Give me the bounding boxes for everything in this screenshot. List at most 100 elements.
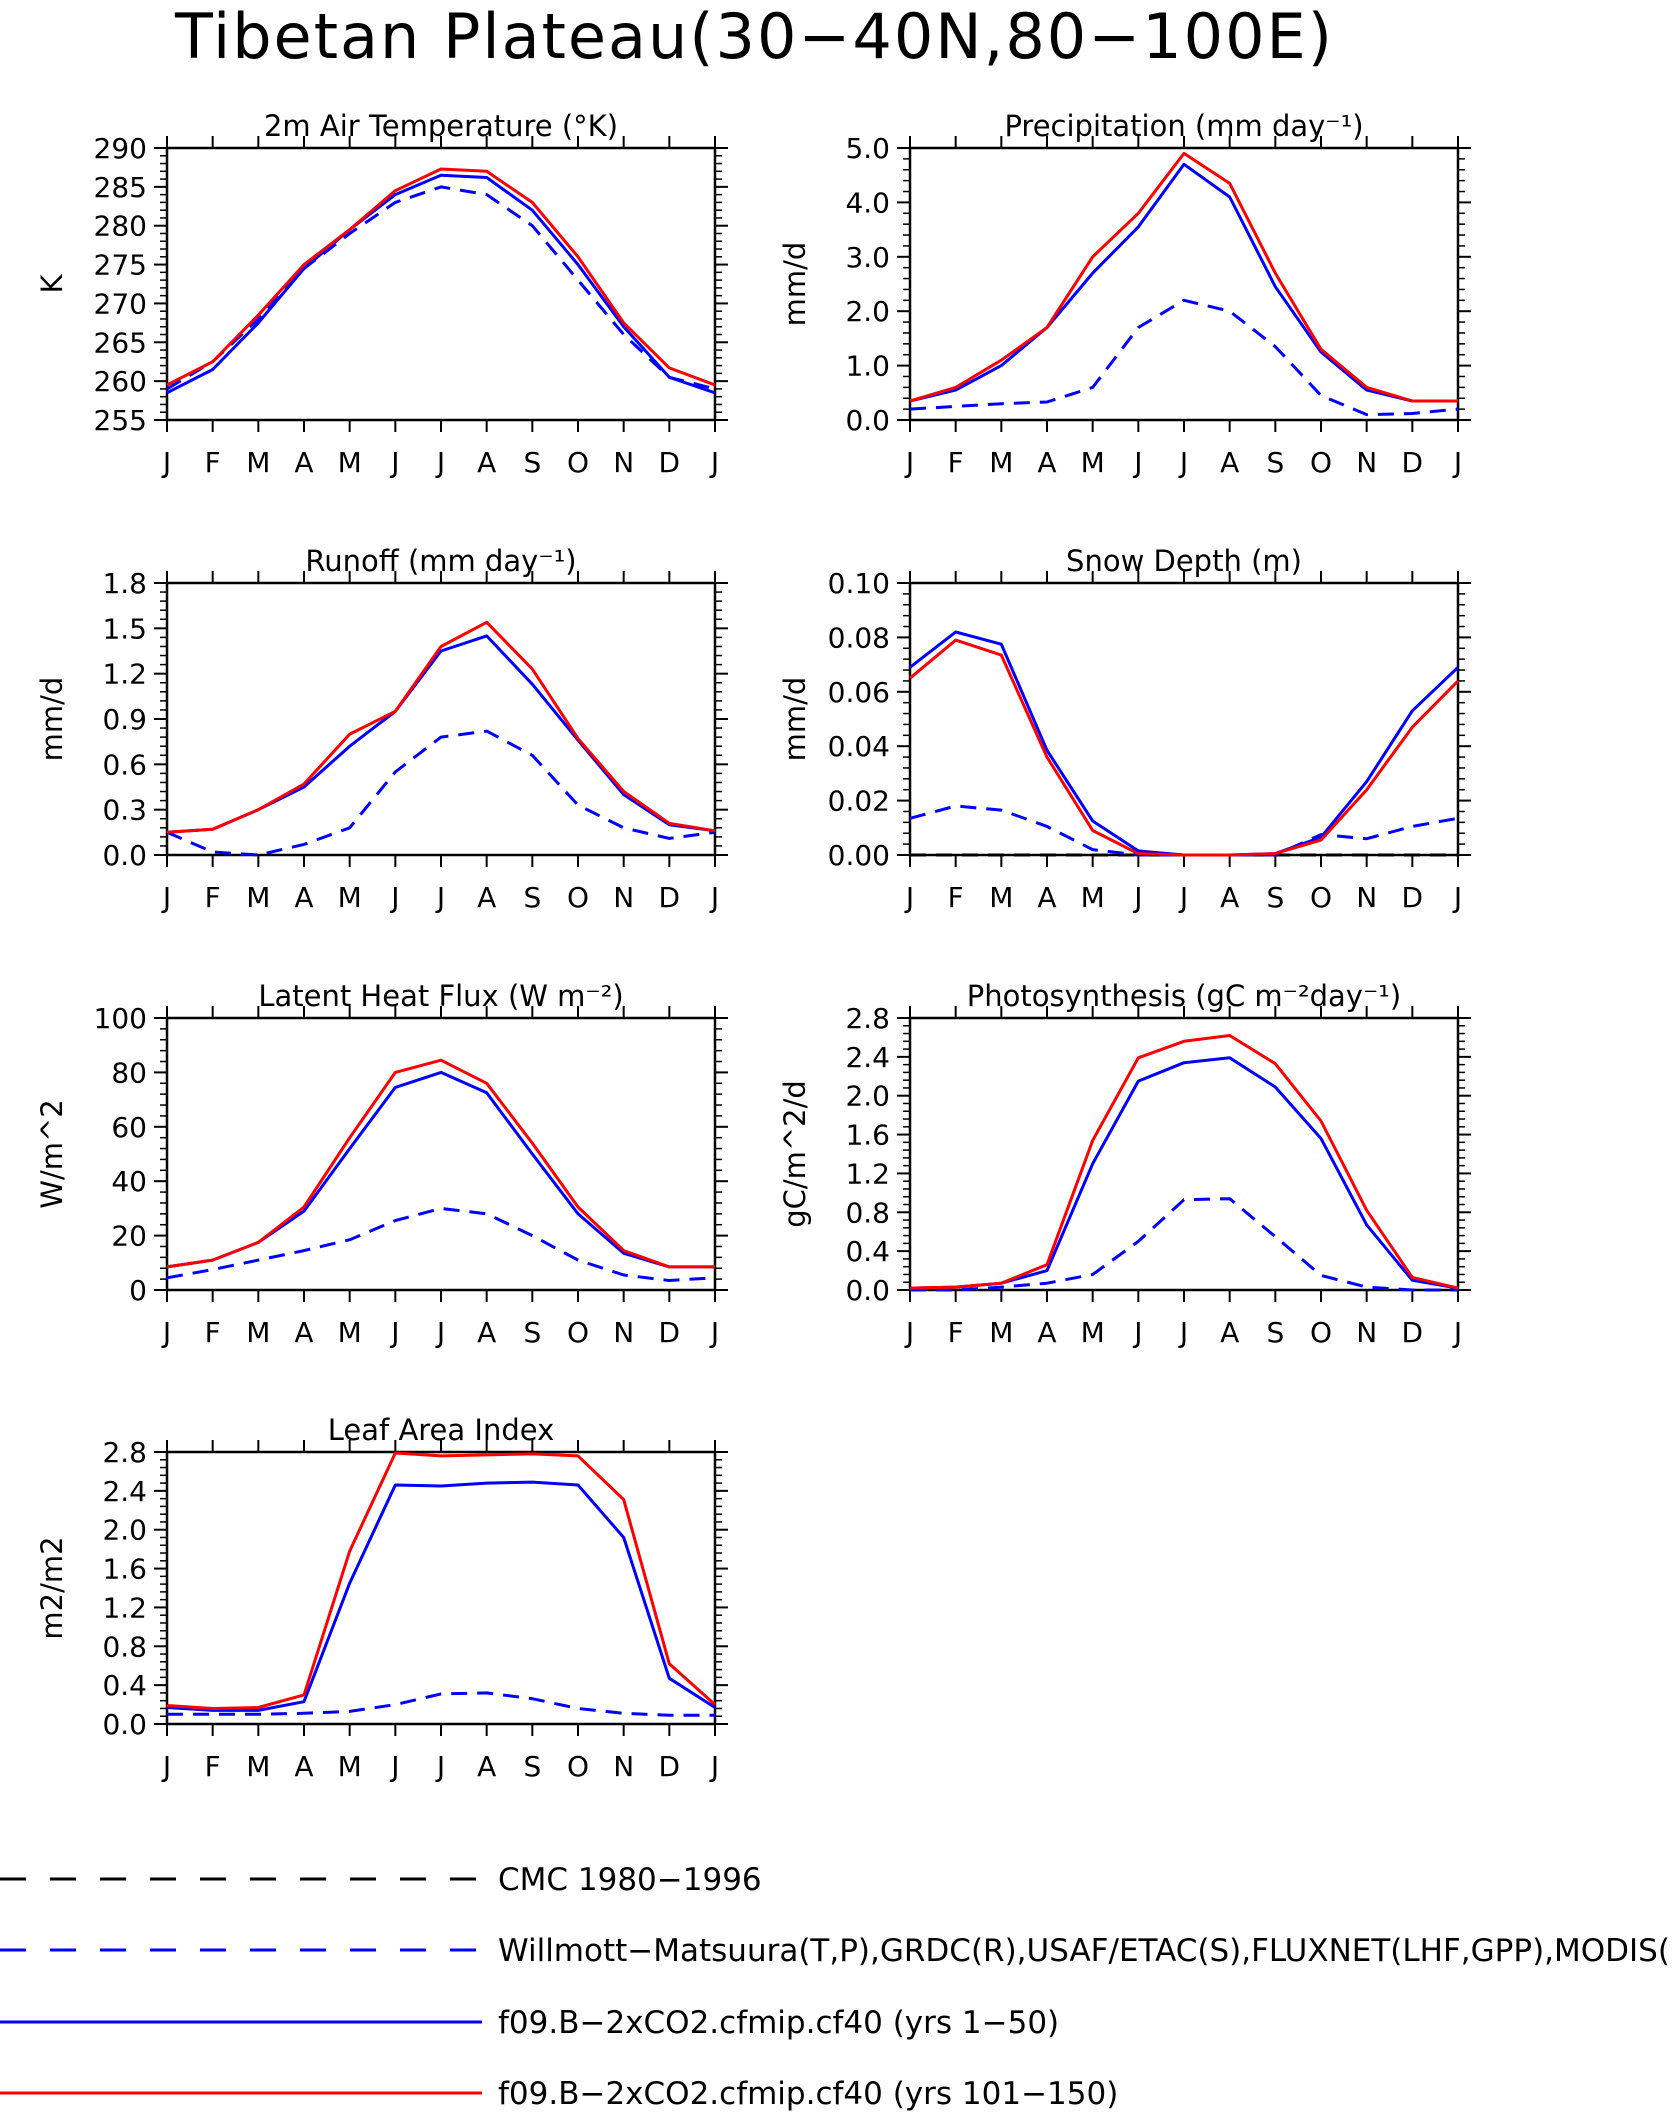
x-tick-label: F [205, 446, 221, 479]
y-axis-label: mm/d [35, 677, 69, 762]
y-tick-label: 0.9 [102, 703, 147, 736]
x-tick-label: J [1132, 446, 1142, 479]
x-tick-label: D [1402, 881, 1424, 914]
x-tick-label: M [338, 1316, 362, 1349]
x-tick-label: N [1356, 1316, 1377, 1349]
y-axis-label: W/m^2 [35, 1099, 69, 1208]
y-tick-label: 1.2 [845, 1157, 890, 1190]
y-axis-label: mm/d [778, 677, 812, 762]
x-tick-label: J [709, 446, 719, 479]
y-tick-label: 60 [111, 1111, 147, 1144]
series-line-2 [909, 162, 1458, 403]
y-tick-label: 2.4 [102, 1475, 147, 1508]
x-tick-label: D [659, 1316, 681, 1349]
y-tick-label: 2.0 [845, 1080, 890, 1113]
x-tick-label: A [1037, 1316, 1056, 1349]
y-tick-label: 0.04 [828, 730, 890, 763]
x-tick-label: O [567, 446, 589, 479]
y-tick-label: 270 [94, 287, 147, 320]
series-line-3 [166, 1451, 716, 1710]
x-tick-label: M [246, 446, 270, 479]
y-tick-label: 285 [94, 171, 147, 204]
y-tick-label: 0.02 [828, 785, 890, 818]
series-line-3 [909, 1034, 1459, 1290]
y-tick-label: 2.4 [845, 1041, 890, 1074]
x-tick-label: J [904, 1316, 914, 1349]
y-tick-label: 80 [111, 1056, 147, 1089]
y-tick-label: 0.4 [102, 1669, 147, 1702]
y-tick-label: 0.4 [845, 1235, 890, 1268]
series-line-1 [910, 1197, 1458, 1292]
chart-panel-2: Precipitation (mm day⁻¹)mm/dJ F M A M J J A S O N D… [778, 109, 1471, 479]
x-tick-label: S [1266, 446, 1284, 479]
y-axis-label: m2/m2 [35, 1536, 69, 1639]
y-tick-label: 1.5 [102, 612, 147, 645]
x-tick-label: N [613, 446, 634, 479]
x-tick-label: A [1037, 446, 1056, 479]
x-tick-label: J [709, 881, 719, 914]
x-tick-label: O [567, 1750, 589, 1783]
y-tick-label: 0.8 [102, 1630, 147, 1663]
x-tick-label: J [161, 881, 171, 914]
x-tick-label: F [205, 881, 221, 914]
x-tick-label: J [709, 1750, 719, 1783]
series-line-3 [909, 151, 1458, 403]
y-tick-label: 1.8 [102, 567, 147, 600]
series-line-3 [166, 1058, 715, 1269]
x-tick-label: J [1178, 881, 1188, 914]
x-tick-label: S [1266, 1316, 1284, 1349]
y-tick-label: 0.8 [845, 1196, 890, 1229]
x-tick-label: A [1037, 881, 1056, 914]
y-tick-label: 1.6 [102, 1553, 147, 1586]
y-tick-label: 290 [94, 132, 147, 165]
chart-panel-6: Photosynthesis (gC m⁻²day⁻¹)gC/m^2/dJ F M A… [778, 979, 1471, 1349]
y-tick-label: 2.8 [845, 1002, 890, 1035]
x-tick-label: A [477, 446, 496, 479]
x-tick-label: O [1310, 881, 1332, 914]
chart-panel-5: Latent Heat Flux (W m⁻²)W/m^2J F M A M J J A S O N… [35, 979, 728, 1349]
y-tick-label: 2.0 [102, 1514, 147, 1547]
x-tick-label: D [659, 446, 681, 479]
series-line-3 [166, 620, 716, 834]
series-line-1 [909, 298, 1459, 417]
x-tick-label: J [389, 1750, 399, 1783]
legend-label-2: Willmott−Matsuura(T,P),GRDC(R),USAF/ETAC… [498, 1933, 1673, 1969]
y-tick-label: 260 [94, 365, 147, 398]
y-tick-label: 0.0 [845, 404, 890, 437]
y-axis-label: K [35, 274, 69, 294]
x-tick-label: M [246, 1316, 270, 1349]
legend-label-4: f09.B−2xCO2.cfmip.cf40 (yrs 101−150) [498, 2076, 1118, 2112]
x-tick-label: D [1402, 446, 1424, 479]
series-line-4 [909, 638, 1460, 857]
x-tick-label: M [1081, 446, 1105, 479]
x-tick-label: M [338, 1750, 362, 1783]
x-tick-label: J [904, 446, 914, 479]
x-tick-label: F [948, 881, 964, 914]
y-tick-label: 40 [111, 1165, 147, 1198]
x-tick-label: J [161, 1750, 171, 1783]
y-tick-label: 100 [94, 1002, 147, 1035]
x-tick-label: M [1081, 881, 1105, 914]
x-tick-label: A [294, 881, 313, 914]
x-tick-label: F [948, 1316, 964, 1349]
x-tick-label: D [659, 881, 681, 914]
x-tick-label: J [1178, 446, 1188, 479]
x-tick-label: J [709, 1316, 719, 1349]
series-line-3 [909, 630, 1460, 857]
x-tick-label: O [567, 881, 589, 914]
y-tick-label: 280 [94, 210, 147, 243]
x-tick-label: S [523, 881, 541, 914]
y-tick-label: 0.6 [102, 748, 147, 781]
chart-panel-4: Snow Depth (m)mm/dJ F M A M J J A S O N D J0.000.020… [778, 544, 1471, 914]
y-tick-label: 0.08 [828, 621, 890, 654]
y-tick-label: 2.8 [102, 1436, 147, 1469]
series-line-1 [166, 729, 716, 857]
x-tick-label: A [477, 1316, 496, 1349]
figure-title: Tibetan Plateau(30−40N,80−100E) [175, 0, 1334, 73]
x-tick-label: M [989, 446, 1013, 479]
legend-label-1: CMC 1980−1996 [498, 1862, 762, 1898]
y-tick-label: 0.0 [845, 1274, 890, 1307]
x-tick-label: J [435, 881, 445, 914]
plot-frame [165, 1450, 717, 1726]
